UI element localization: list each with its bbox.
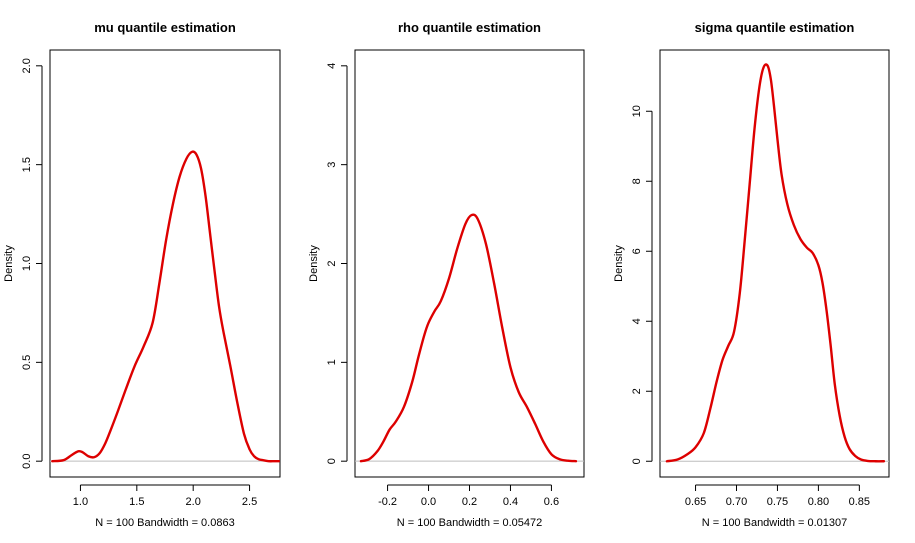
plot-frame [49,49,281,478]
y-tick-label: 0.5 [21,355,33,370]
x-tick-label: 0.75 [767,496,788,508]
y-tick-label: 0 [631,458,643,464]
y-tick-label: 1.0 [21,256,33,271]
x-tick-label: 0.80 [808,496,829,508]
panel-2: rho quantile estimation -0.2 0.0 0.2 0.4 0.6N… [308,20,585,529]
y-axis-label: Density [3,245,15,282]
x-tick-label: 2.5 [242,496,257,508]
y-tick-label: 0.0 [21,454,33,469]
density-line [51,150,281,463]
plot-frame [354,49,585,478]
y-tick-label: 4 [326,63,338,69]
y-tick-label: 2 [326,260,338,266]
y-tick-label: 1.5 [21,157,33,172]
y-tick-label: 0 [326,458,338,464]
panel-3: sigma quantile estimation 0.65 0.70 0.75 0.8… [613,20,890,529]
y-tick-label: 2 [631,388,643,394]
y-tick-label: 3 [326,162,338,168]
y-axis-label: Density [613,245,625,282]
y-tick-label: 8 [631,178,643,184]
x-axis-label: N = 100 Bandwidth = 0.0863 [95,517,234,529]
x-tick-label: 0.70 [726,496,747,508]
y-axis-label: Density [308,245,320,282]
x-tick-label: 0.6 [544,496,559,508]
x-tick-label: 1.0 [73,496,88,508]
y-tick-label: 2.0 [21,58,33,73]
y-tick-label: 4 [631,318,643,324]
y-tick-label: 1 [326,359,338,365]
x-tick-label: -0.2 [378,496,397,508]
density-line [359,213,578,463]
x-tick-label: 0.85 [849,496,870,508]
x-axis-label: N = 100 Bandwidth = 0.01307 [702,517,848,529]
panel-1: mu quantile estimation 1.0 1.5 2.0 2.5 N = 10… [3,20,281,529]
x-axis-label: N = 100 Bandwidth = 0.05472 [397,517,543,529]
x-tick-label: 2.0 [186,496,201,508]
x-tick-label: 0.0 [421,496,436,508]
plot-frame [659,49,890,478]
chart-title: rho quantile estimation [398,20,541,35]
chart-title: mu quantile estimation [94,20,236,35]
x-tick-label: 0.2 [462,496,477,508]
x-tick-label: 1.5 [129,496,144,508]
density-line [665,63,886,463]
x-tick-label: 0.4 [503,496,518,508]
chart-title: sigma quantile estimation [695,20,855,35]
panels: mu quantile estimation 1.0 1.5 2.0 2.5 N = 10… [3,20,890,529]
y-tick-label: 10 [631,105,643,117]
x-tick-label: 0.65 [685,496,706,508]
y-tick-label: 6 [631,248,643,254]
